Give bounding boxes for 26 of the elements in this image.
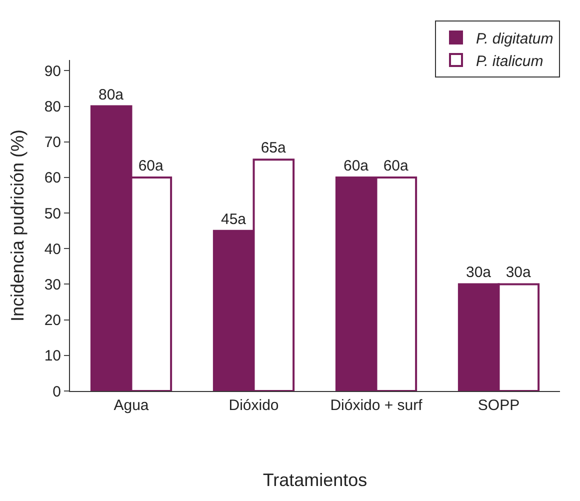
y-tick-label: 50 <box>44 205 61 222</box>
y-tick-label: 40 <box>44 240 61 258</box>
x-tick-label: Agua <box>114 397 150 414</box>
y-tick-label: 30 <box>44 276 61 294</box>
y-tick-label: 60 <box>44 170 61 187</box>
x-tick-label: Dióxido <box>228 397 279 414</box>
y-axis-title: Incidencia pudrición (%) <box>8 129 28 322</box>
data-label: 60a <box>344 157 370 174</box>
legend-label: P. italicum <box>476 52 544 70</box>
data-label: 45a <box>221 210 247 228</box>
data-label: 30a <box>506 264 532 282</box>
y-tick-label: 70 <box>44 134 61 152</box>
x-tick-label: Dióxido + surf <box>330 397 424 414</box>
data-label: 60a <box>383 157 409 174</box>
y-tick-label: 10 <box>44 348 61 365</box>
x-tick-label: SOPP <box>478 397 520 414</box>
data-label: 30a <box>466 264 492 282</box>
y-tick-label: 20 <box>44 312 61 330</box>
legend-label: P. digitatum <box>476 30 554 48</box>
y-tick-label: 90 <box>44 62 61 80</box>
data-label: 60a <box>138 157 164 174</box>
y-tick-label: 80 <box>44 98 61 116</box>
y-tick-label: 0 <box>52 383 61 400</box>
data-label: 80a <box>98 86 124 104</box>
x-axis-title: Tratamientos <box>262 470 368 490</box>
data-label: 65a <box>260 140 286 157</box>
